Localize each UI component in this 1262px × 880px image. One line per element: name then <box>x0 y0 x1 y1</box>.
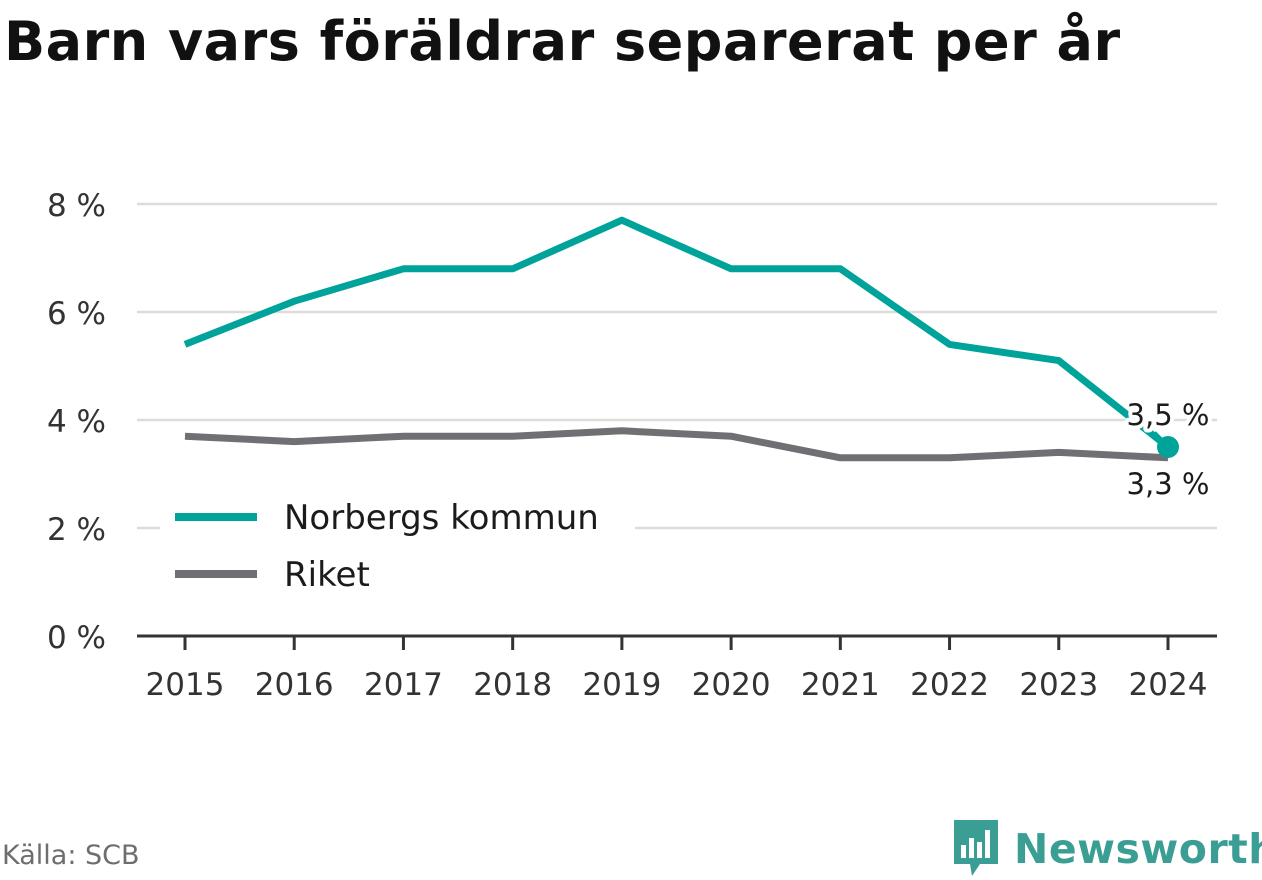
y-tick-label: 6 % <box>47 296 106 332</box>
data-labels: 3,5 %3,5 %3,3 % <box>1123 394 1214 501</box>
newsworthy-logo-icon <box>954 820 998 876</box>
y-tick-label: 4 % <box>47 404 106 440</box>
x-tick-label: 2022 <box>910 667 989 703</box>
legend-label: Norbergs kommun <box>284 498 599 538</box>
axes: 0 % 2 % 4 % 6 % 8 % 2015 2016 2017 2018 2019 2020 2… <box>47 188 1217 703</box>
end-marker <box>1157 436 1179 458</box>
series-lines <box>183 216 1171 462</box>
grid-lines <box>137 202 1217 530</box>
legend-background <box>160 490 635 610</box>
legend: Norbergs kommun Riket <box>160 490 635 610</box>
chart-title: Barn vars föräldrar separerat per år <box>4 10 1121 73</box>
y-tick-label: 0 % <box>47 620 106 656</box>
x-tick-label: 2023 <box>1019 667 1098 703</box>
x-tick-label: 2016 <box>255 667 334 703</box>
line-chart: 0 % 2 % 4 % 6 % 8 % 2015 2016 2017 2018 2019 2020 2… <box>47 188 1217 703</box>
x-tick-label: 2017 <box>364 667 443 703</box>
data-label-halo: 3,5 % <box>1127 398 1210 432</box>
y-tick-label: 2 % <box>47 512 106 548</box>
data-label: 3,5 % <box>1127 398 1210 432</box>
x-tick-label: 2015 <box>146 667 225 703</box>
x-tick-label: 2018 <box>473 667 552 703</box>
y-tick-label: 8 % <box>47 188 106 224</box>
x-tick-label: 2024 <box>1129 667 1208 703</box>
x-tick-label: 2021 <box>801 667 880 703</box>
data-label: 3,3 % <box>1127 467 1210 501</box>
source-note: Källa: SCB <box>2 840 140 871</box>
series-line <box>183 216 1171 450</box>
brand-logo[interactable]: Newsworthy <box>950 818 1262 880</box>
x-tick-label: 2020 <box>692 667 771 703</box>
x-tick-label: 2019 <box>582 667 661 703</box>
series-line <box>184 427 1169 462</box>
legend-label: Riket <box>284 555 370 595</box>
brand-name: Newsworthy <box>1014 825 1262 873</box>
